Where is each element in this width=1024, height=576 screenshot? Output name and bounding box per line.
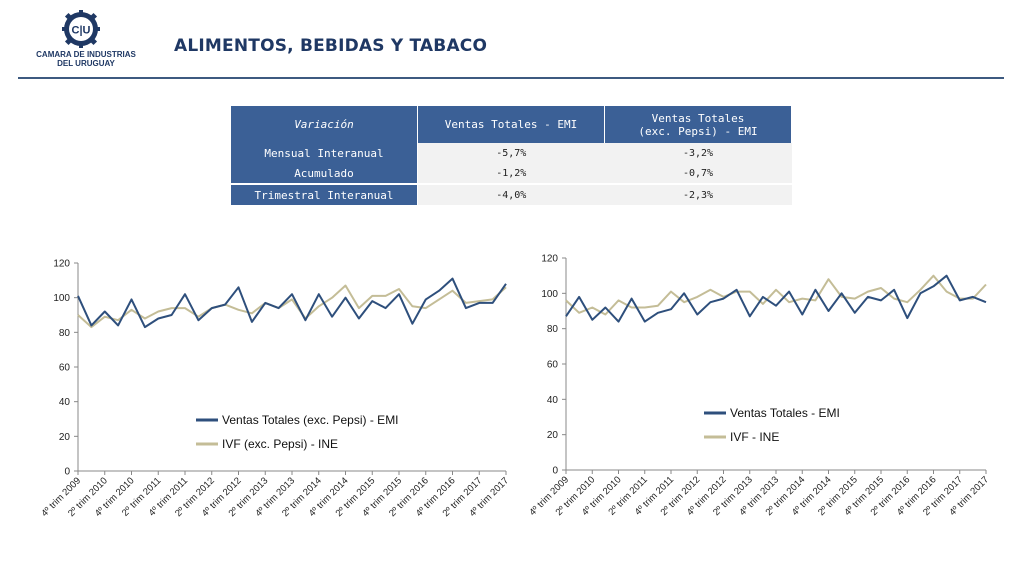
y-tick-label: 40 <box>547 395 559 406</box>
logo-mark-text: C|U <box>72 25 91 37</box>
table-row: Trimestral Interanual -4,0% -2,3% <box>231 183 792 205</box>
y-tick-label: 0 <box>64 467 70 478</box>
cu-logo: C|U CAMARA DE INDUSTRIAS DEL URUGUAY <box>26 10 146 70</box>
series-line-emi <box>77 277 507 329</box>
page-title: ALIMENTOS, BEBIDAS Y TABACO <box>174 36 488 56</box>
variation-table: Variación Ventas Totales - EMI Ventas To… <box>231 106 792 205</box>
row-value-exc-pepsi: -0,7% <box>604 163 792 184</box>
y-tick-label: 80 <box>547 324 559 335</box>
y-tick-label: 20 <box>59 432 71 443</box>
legend-label: Ventas Totales - EMI <box>730 406 840 420</box>
header-ventas-exc-pepsi: Ventas Totales (exc. Pepsi) - EMI <box>604 106 792 143</box>
y-tick-label: 120 <box>541 254 558 265</box>
series-line-ine <box>565 274 987 316</box>
org-name-line2: DEL URUGUAY <box>57 59 115 68</box>
gear-logo-icon: C|U <box>62 10 100 48</box>
row-label: Trimestral Interanual <box>231 183 418 205</box>
row-label: Mensual Interanual <box>231 143 418 163</box>
y-tick-label: 100 <box>53 293 70 304</box>
org-name: CAMARA DE INDUSTRIAS DEL URUGUAY <box>26 50 146 68</box>
row-value-exc-pepsi: -3,2% <box>604 143 792 163</box>
y-tick-label: 120 <box>53 259 70 270</box>
header-ventas-exc-pepsi-line1: Ventas Totales <box>651 111 745 125</box>
y-tick-label: 100 <box>541 289 558 300</box>
table-row: Acumulado -1,2% -0,7% <box>231 163 792 184</box>
header-variacion: Variación <box>231 106 418 143</box>
row-value-exc-pepsi: -2,3% <box>604 183 792 205</box>
row-label: Acumulado <box>231 163 418 184</box>
table-header-row: Variación Ventas Totales - EMI Ventas To… <box>231 106 792 143</box>
series-line-emi <box>565 274 987 323</box>
title-divider <box>18 77 1004 79</box>
header-ventas-totales: Ventas Totales - EMI <box>417 106 605 143</box>
y-tick-label: 20 <box>547 430 559 441</box>
y-tick-label: 0 <box>552 466 558 477</box>
table-row: Mensual Interanual -5,7% -3,2% <box>231 143 792 163</box>
legend-label: Ventas Totales (exc. Pepsi) - EMI <box>222 413 399 427</box>
legend-label: IVF - INE <box>730 430 779 444</box>
row-value-emi: -4,0% <box>417 183 605 205</box>
series-line-ine <box>77 284 507 329</box>
y-tick-label: 80 <box>59 328 71 339</box>
row-value-emi: -5,7% <box>417 143 605 163</box>
header-ventas-exc-pepsi-line2: (exc. Pepsi) - EMI <box>638 124 758 138</box>
row-value-emi: -1,2% <box>417 163 605 184</box>
org-name-line1: CAMARA DE INDUSTRIAS <box>36 50 136 59</box>
y-tick-label: 40 <box>59 397 71 408</box>
legend-label: IVF (exc. Pepsi) - INE <box>222 437 338 451</box>
y-tick-label: 60 <box>547 360 559 371</box>
y-tick-label: 60 <box>59 363 71 374</box>
